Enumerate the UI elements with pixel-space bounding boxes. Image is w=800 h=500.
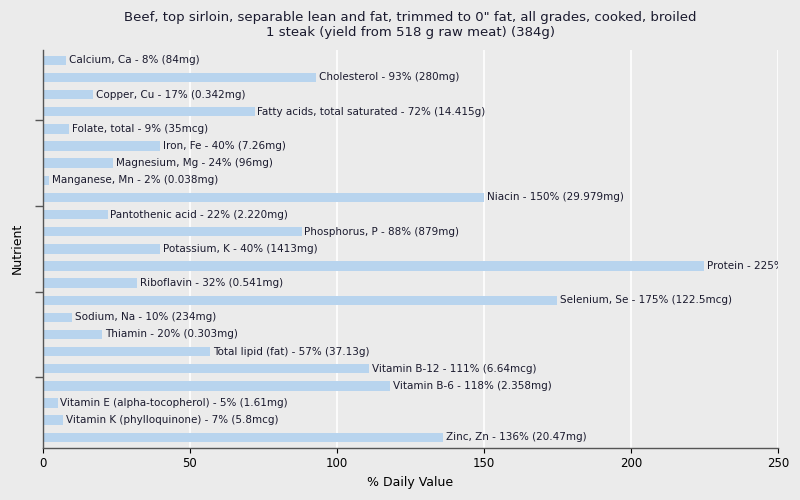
Text: Zinc, Zn - 136% (20.47mg): Zinc, Zn - 136% (20.47mg)	[446, 432, 586, 442]
Bar	[43, 261, 704, 270]
Text: Calcium, Ca - 8% (84mg): Calcium, Ca - 8% (84mg)	[70, 56, 200, 66]
Bar	[43, 90, 93, 100]
Text: Copper, Cu - 17% (0.342mg): Copper, Cu - 17% (0.342mg)	[96, 90, 246, 100]
Bar	[43, 107, 254, 117]
Text: Magnesium, Mg - 24% (96mg): Magnesium, Mg - 24% (96mg)	[116, 158, 274, 168]
Bar	[43, 192, 484, 202]
Text: Potassium, K - 40% (1413mg): Potassium, K - 40% (1413mg)	[163, 244, 318, 254]
Bar	[43, 364, 369, 374]
Text: Vitamin B-6 - 118% (2.358mg): Vitamin B-6 - 118% (2.358mg)	[393, 381, 551, 391]
Bar	[43, 72, 316, 82]
Bar	[43, 124, 70, 134]
Bar	[43, 244, 161, 254]
Bar	[43, 176, 49, 185]
Bar	[43, 142, 161, 150]
Text: Phosphorus, P - 88% (879mg): Phosphorus, P - 88% (879mg)	[305, 226, 459, 236]
Text: Fatty acids, total saturated - 72% (14.415g): Fatty acids, total saturated - 72% (14.4…	[258, 106, 486, 117]
Text: Total lipid (fat) - 57% (37.13g): Total lipid (fat) - 57% (37.13g)	[214, 346, 370, 356]
Bar	[43, 398, 58, 408]
Bar	[43, 296, 558, 305]
Bar	[43, 330, 102, 339]
X-axis label: % Daily Value: % Daily Value	[367, 476, 454, 489]
Text: Riboflavin - 32% (0.541mg): Riboflavin - 32% (0.541mg)	[140, 278, 283, 288]
Text: Thiamin - 20% (0.303mg): Thiamin - 20% (0.303mg)	[105, 330, 238, 340]
Bar	[43, 227, 302, 236]
Text: Pantothenic acid - 22% (2.220mg): Pantothenic acid - 22% (2.220mg)	[110, 210, 288, 220]
Text: Sodium, Na - 10% (234mg): Sodium, Na - 10% (234mg)	[75, 312, 217, 322]
Text: Niacin - 150% (29.979mg): Niacin - 150% (29.979mg)	[486, 192, 624, 202]
Text: Vitamin B-12 - 111% (6.64mcg): Vitamin B-12 - 111% (6.64mcg)	[372, 364, 537, 374]
Y-axis label: Nutrient: Nutrient	[11, 223, 24, 274]
Title: Beef, top sirloin, separable lean and fat, trimmed to 0" fat, all grades, cooked: Beef, top sirloin, separable lean and fa…	[124, 11, 697, 39]
Bar	[43, 278, 137, 288]
Text: Vitamin E (alpha-tocopherol) - 5% (1.61mg): Vitamin E (alpha-tocopherol) - 5% (1.61m…	[61, 398, 288, 408]
Bar	[43, 347, 210, 356]
Bar	[43, 312, 72, 322]
Bar	[43, 432, 442, 442]
Text: Cholesterol - 93% (280mg): Cholesterol - 93% (280mg)	[319, 72, 459, 83]
Text: Protein - 225% (112.63g): Protein - 225% (112.63g)	[707, 261, 800, 271]
Bar	[43, 416, 63, 425]
Bar	[43, 210, 107, 219]
Bar	[43, 158, 114, 168]
Bar	[43, 56, 66, 65]
Text: Selenium, Se - 175% (122.5mcg): Selenium, Se - 175% (122.5mcg)	[560, 295, 732, 305]
Text: Vitamin K (phylloquinone) - 7% (5.8mcg): Vitamin K (phylloquinone) - 7% (5.8mcg)	[66, 415, 279, 425]
Text: Folate, total - 9% (35mcg): Folate, total - 9% (35mcg)	[72, 124, 208, 134]
Text: Iron, Fe - 40% (7.26mg): Iron, Fe - 40% (7.26mg)	[163, 141, 286, 151]
Text: Manganese, Mn - 2% (0.038mg): Manganese, Mn - 2% (0.038mg)	[52, 176, 218, 186]
Bar	[43, 381, 390, 390]
